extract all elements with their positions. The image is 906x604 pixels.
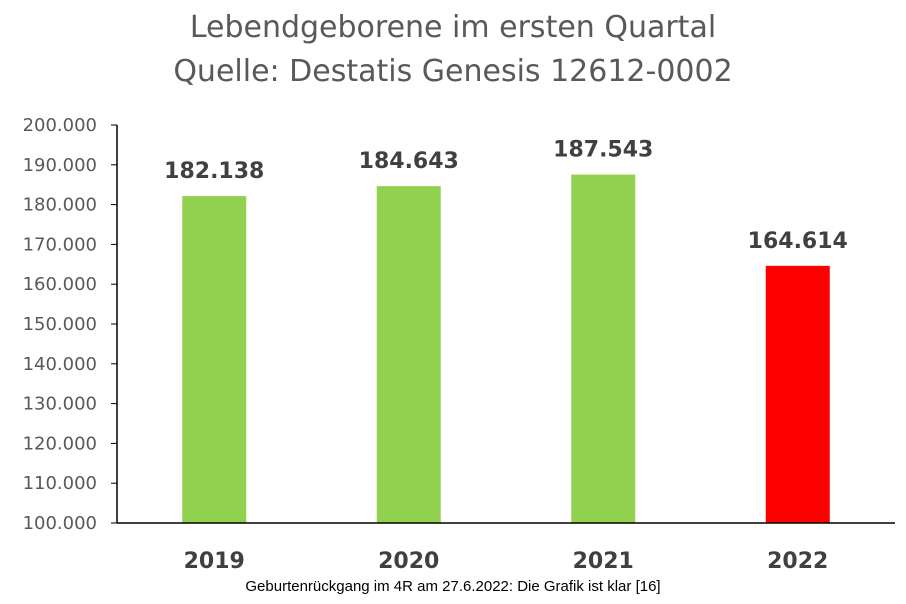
data-label-2020: 184.643: [359, 149, 459, 174]
bar-2021: [571, 174, 636, 523]
y-tick-label: 150.000: [23, 314, 97, 335]
y-tick-label: 130.000: [23, 394, 97, 415]
bar-series: [182, 174, 830, 524]
source-caption: Geburtenrückgang im 4R am 27.6.2022: Die…: [245, 578, 661, 595]
chart-subtitle: Quelle: Destatis Genesis 12612-0002: [173, 54, 733, 89]
bar-2019: [182, 196, 247, 523]
y-tick-label: 160.000: [23, 274, 97, 295]
y-tick-label: 120.000: [23, 433, 97, 454]
y-tick-label: 100.000: [23, 513, 97, 534]
y-tick-label: 200.000: [23, 115, 97, 136]
x-category-label: 2022: [767, 549, 828, 574]
data-label-2019: 182.138: [164, 159, 264, 184]
x-axis-categories: 2019 2020 2021 2022: [184, 549, 829, 574]
data-label-2021: 187.543: [553, 138, 653, 163]
data-label-2022: 164.614: [748, 229, 848, 254]
x-category-label: 2021: [573, 549, 634, 574]
y-tick-label: 180.000: [23, 195, 97, 216]
y-tick-label: 110.000: [23, 473, 97, 494]
x-category-label: 2020: [378, 549, 439, 574]
bar-2022: [765, 265, 830, 523]
chart-title: Lebendgeborene im ersten Quartal: [189, 10, 717, 45]
data-labels: 182.138 184.643 187.543 164.614: [164, 138, 848, 254]
y-tick-label: 190.000: [23, 155, 97, 176]
y-axis-ticks: 100.000 110.000 120.000 130.000 140.000 150.0…: [23, 115, 117, 534]
x-category-label: 2019: [184, 549, 245, 574]
y-tick-label: 170.000: [23, 234, 97, 255]
bar-2020: [376, 186, 441, 524]
y-tick-label: 140.000: [23, 354, 97, 375]
